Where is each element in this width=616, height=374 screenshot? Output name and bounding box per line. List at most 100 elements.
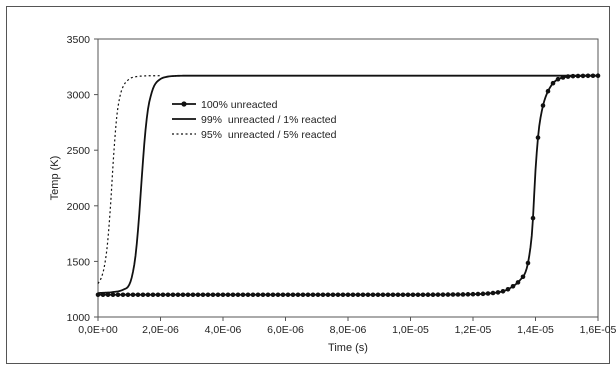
series-1-marker bbox=[420, 292, 426, 298]
series-1-marker bbox=[110, 292, 116, 298]
series-1-marker bbox=[175, 292, 181, 298]
series-1-marker bbox=[450, 292, 456, 297]
x-tick-label: 1,0E-05 bbox=[392, 324, 429, 336]
series-1-marker bbox=[260, 292, 266, 298]
series-1-marker bbox=[285, 292, 291, 298]
series-1-marker bbox=[540, 103, 546, 108]
series-1-marker bbox=[395, 292, 401, 298]
series-1-marker bbox=[105, 292, 111, 298]
x-axis: 0,0E+00 2,0E-06 4,0E-06 6,0E-06 8,0E-06 1,0E-… bbox=[78, 317, 616, 336]
series-1-marker bbox=[460, 292, 466, 297]
series-1-marker bbox=[185, 292, 191, 298]
series-1-marker bbox=[400, 292, 406, 298]
series-1-marker bbox=[295, 292, 301, 298]
series-1-marker bbox=[275, 292, 281, 298]
x-axis-title: Time (s) bbox=[328, 342, 368, 354]
series-1-marker bbox=[165, 292, 171, 298]
series-1-marker bbox=[480, 291, 486, 297]
series-1-marker bbox=[330, 292, 336, 298]
series-1-marker bbox=[280, 292, 286, 298]
series-1-marker bbox=[130, 292, 136, 298]
legend-label-1: 100% unreacted bbox=[201, 99, 278, 111]
x-tick-label: 0,0E+00 bbox=[78, 324, 118, 336]
series-1-marker bbox=[380, 292, 386, 298]
series-1-marker bbox=[350, 292, 356, 298]
series-1-marker bbox=[335, 292, 341, 298]
series-1-marker bbox=[490, 290, 496, 296]
series-1-marker bbox=[425, 292, 431, 298]
series-1-marker bbox=[415, 292, 421, 298]
y-tick-label: 2500 bbox=[67, 145, 91, 157]
series-1-marker bbox=[190, 292, 196, 298]
series-1-marker bbox=[215, 292, 221, 298]
series-1-marker bbox=[290, 292, 296, 298]
y-tick-label: 3000 bbox=[67, 90, 91, 102]
x-tick-label: 1,4E-05 bbox=[517, 324, 554, 336]
y-tick-label: 1000 bbox=[67, 312, 91, 324]
series-1-marker bbox=[210, 292, 216, 298]
series-1-marker bbox=[195, 292, 201, 298]
x-tick-label: 1,2E-05 bbox=[455, 324, 492, 336]
series-1-marker bbox=[270, 292, 276, 298]
x-tick-label: 2,0E-06 bbox=[142, 324, 179, 336]
x-tick-label: 6,0E-06 bbox=[267, 324, 304, 336]
series-1-marker bbox=[230, 292, 236, 298]
series-1-marker bbox=[140, 292, 146, 298]
series-1-marker bbox=[545, 88, 551, 94]
series-1-marker bbox=[440, 292, 446, 297]
y-tick-label: 2000 bbox=[67, 201, 91, 213]
series-1-marker bbox=[255, 292, 261, 298]
series-1-marker bbox=[405, 292, 411, 298]
series-1-marker bbox=[550, 80, 556, 86]
series-line-2 bbox=[97, 74, 598, 294]
x-tick-label: 8,0E-06 bbox=[330, 324, 367, 336]
y-tick-label: 3500 bbox=[67, 34, 91, 46]
series-1-marker bbox=[520, 274, 526, 280]
series-1-marker bbox=[235, 292, 241, 298]
series-1-marker bbox=[445, 292, 451, 297]
series-1-marker bbox=[500, 288, 506, 294]
series-1-marker bbox=[315, 292, 321, 298]
series-1-marker bbox=[145, 292, 151, 298]
series-1-marker bbox=[170, 292, 176, 298]
y-axis-title: Temp (K) bbox=[49, 156, 61, 201]
y-axis: 1000 1500 2000 2500 3000 3500 bbox=[67, 34, 98, 324]
series-1-marker bbox=[155, 292, 161, 298]
series-1-marker bbox=[125, 292, 131, 298]
series-1-marker bbox=[205, 292, 211, 298]
series-1-marker bbox=[340, 292, 346, 298]
series-1-marker bbox=[250, 292, 256, 298]
series-1-marker bbox=[410, 292, 416, 298]
series-1-marker bbox=[470, 291, 476, 297]
series-1-marker bbox=[455, 292, 461, 297]
series-1-marker bbox=[115, 292, 121, 298]
series-1-marker bbox=[345, 292, 351, 298]
y-tick-label: 1500 bbox=[67, 256, 91, 268]
series-1-marker bbox=[225, 292, 231, 298]
series-1-marker bbox=[180, 292, 186, 298]
legend-marker bbox=[181, 101, 187, 107]
series-1-marker bbox=[495, 290, 501, 295]
series-layer bbox=[95, 73, 601, 298]
series-1-marker bbox=[530, 215, 536, 221]
plot-area bbox=[97, 38, 599, 318]
series-1-marker bbox=[310, 292, 316, 298]
series-1-marker bbox=[120, 292, 126, 298]
series-1-marker bbox=[485, 291, 491, 296]
legend: 100% unreacted 99% unreacted / 1% reacted… bbox=[172, 99, 337, 141]
series-line-3 bbox=[97, 75, 161, 284]
series-1-marker bbox=[375, 292, 381, 298]
series-1-marker bbox=[245, 292, 251, 298]
series-1-marker bbox=[385, 292, 391, 298]
series-1-marker bbox=[465, 292, 471, 297]
series-1-marker bbox=[300, 292, 306, 298]
series-1-marker bbox=[505, 286, 511, 292]
legend-label-3: 95% unreacted / 5% reacted bbox=[201, 129, 337, 141]
series-1-marker bbox=[200, 292, 206, 298]
x-tick-label: 4,0E-06 bbox=[205, 324, 242, 336]
series-1-marker bbox=[320, 292, 326, 298]
series-1-marker bbox=[305, 292, 311, 298]
series-1-marker bbox=[160, 292, 166, 298]
